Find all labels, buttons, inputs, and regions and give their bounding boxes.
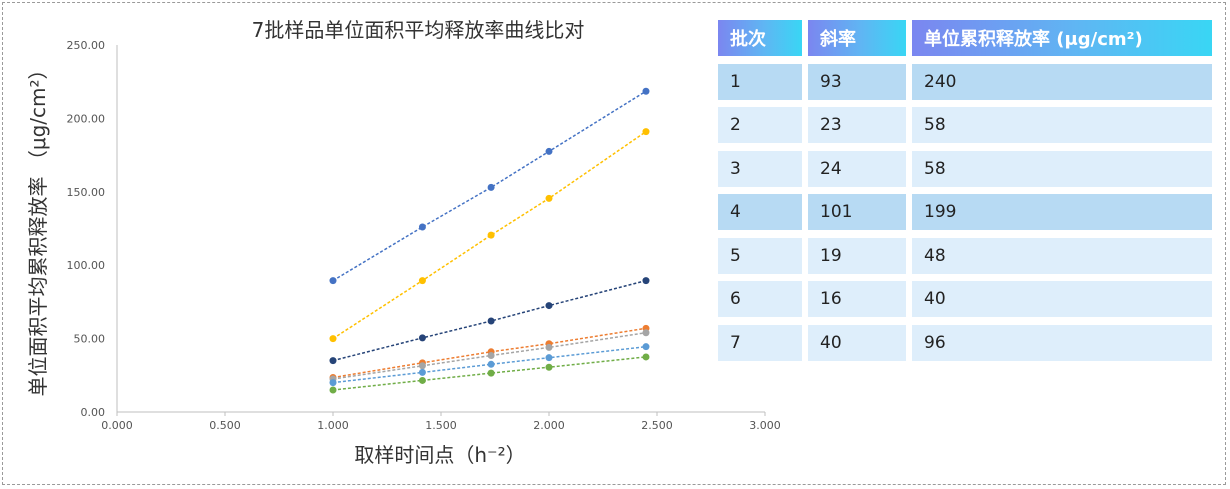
- table-cell: 1: [718, 63, 802, 100]
- data-point: [642, 353, 650, 361]
- data-point: [545, 343, 553, 351]
- data-point: [545, 363, 553, 371]
- data-point: [487, 369, 495, 377]
- data-point: [418, 223, 426, 231]
- table-row: 5 19 48: [718, 237, 1212, 274]
- data-point: [487, 351, 495, 359]
- table-header-row: 批次 斜率 单位累积释放率 (μg/cm²): [718, 20, 1212, 56]
- table-row: 6 16 40: [718, 281, 1212, 317]
- table-cell: 19: [808, 237, 906, 274]
- data-point: [642, 128, 650, 136]
- y-tick-label: 250.00: [67, 39, 106, 52]
- y-tick-label: 100.00: [67, 259, 106, 272]
- data-point: [545, 354, 553, 362]
- data-point: [487, 183, 495, 191]
- y-tick-label: 150.00: [67, 186, 106, 199]
- series-line-5: [332, 331, 647, 380]
- header-cell-slope: 斜率: [808, 20, 906, 56]
- data-point: [418, 277, 426, 285]
- x-tick-label: 2.000: [533, 419, 565, 432]
- x-tick-label: 3.000: [749, 419, 781, 432]
- data-point: [418, 334, 426, 342]
- data-point: [329, 357, 337, 365]
- chart-title: 7批样品单位面积平均释放率曲线比对: [252, 18, 585, 42]
- y-tick-label: 200.00: [67, 112, 106, 125]
- data-point: [642, 87, 650, 95]
- y-tick-label: 50.00: [74, 333, 106, 346]
- table-cell: 3: [718, 150, 802, 187]
- table-cell: 2: [718, 107, 802, 143]
- data-point: [545, 194, 553, 202]
- table-cell: 16: [808, 281, 906, 317]
- data-point: [329, 277, 337, 285]
- table-cell: 40: [808, 324, 906, 361]
- data-point: [487, 231, 495, 239]
- series-line-2: [332, 130, 647, 340]
- data-point: [487, 317, 495, 325]
- table-row: 7 40 96: [718, 324, 1212, 361]
- data-table: 批次 斜率 单位累积释放率 (μg/cm²) 1 93 240 2 23 58 …: [718, 20, 1212, 368]
- table-cell: 23: [808, 107, 906, 143]
- table-row: 2 23 58: [718, 107, 1212, 143]
- data-point: [545, 302, 553, 310]
- data-point: [642, 329, 650, 337]
- table-cell: 93: [808, 63, 906, 100]
- table-cell: 199: [912, 194, 1212, 230]
- data-point: [545, 147, 553, 155]
- table-cell: 6: [718, 281, 802, 317]
- table-cell: 101: [808, 194, 906, 230]
- table-cell: 240: [912, 63, 1212, 100]
- table-cell: 40: [912, 281, 1212, 317]
- x-axis-label: 取样时间点（h⁻²）: [354, 443, 525, 467]
- table-cell: 58: [912, 107, 1212, 143]
- y-axis-label: 单位面积平均累积释放率 （μg/cm²）: [26, 59, 50, 396]
- x-tick-label: 0.000: [101, 419, 133, 432]
- data-point: [418, 368, 426, 376]
- table-cell: 7: [718, 324, 802, 361]
- data-point: [418, 376, 426, 384]
- header-cell-release: 单位累积释放率 (μg/cm²): [912, 20, 1212, 56]
- data-point: [642, 343, 650, 351]
- chart: 7批样品单位面积平均释放率曲线比对 0.000 0.500 1.000 1.500 2.…: [26, 18, 781, 467]
- table-cell: 58: [912, 150, 1212, 187]
- table-row: 4 101 199: [718, 194, 1212, 230]
- data-point: [642, 277, 650, 285]
- x-tick-label: 1.000: [317, 419, 349, 432]
- data-point: [329, 386, 337, 394]
- x-tick-label: 0.500: [209, 419, 241, 432]
- data-point: [329, 335, 337, 343]
- table-cell: 96: [912, 324, 1212, 361]
- x-tick-label: 2.500: [641, 419, 673, 432]
- data-point: [418, 362, 426, 370]
- data-point: [329, 379, 337, 387]
- data-point: [487, 360, 495, 368]
- table-row: 3 24 58: [718, 150, 1212, 187]
- table-cell: 5: [718, 237, 802, 274]
- table-cell: 24: [808, 150, 906, 187]
- x-tick-label: 1.500: [425, 419, 457, 432]
- table-row: 1 93 240: [718, 63, 1212, 100]
- table-cell: 48: [912, 237, 1212, 274]
- y-tick-label: 0.00: [81, 406, 106, 419]
- table-cell: 4: [718, 194, 802, 230]
- header-cell-batch: 批次: [718, 20, 802, 56]
